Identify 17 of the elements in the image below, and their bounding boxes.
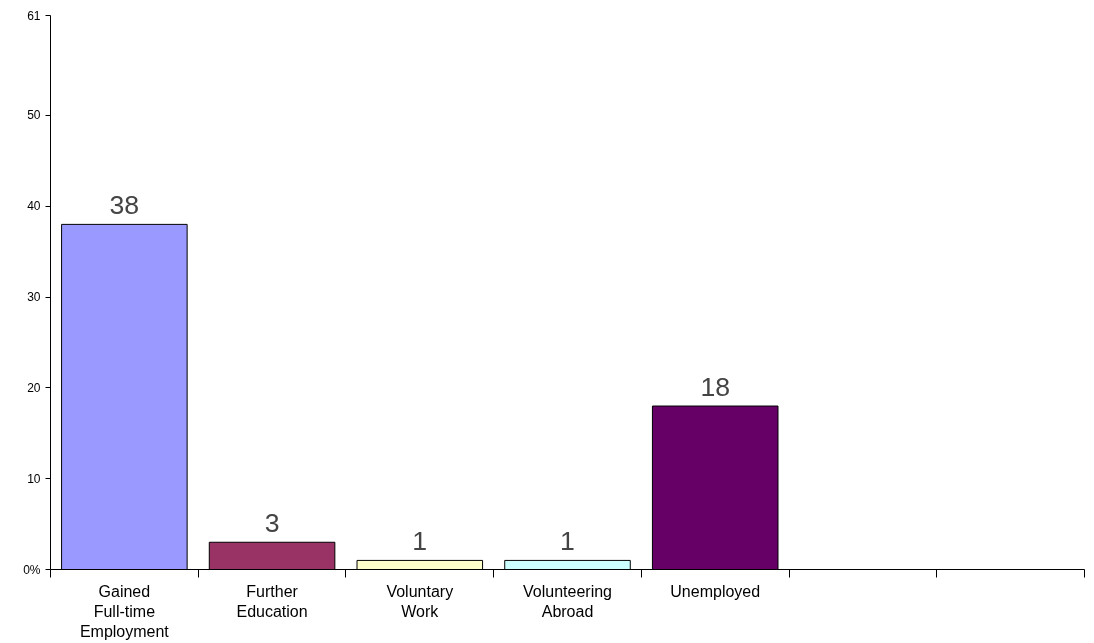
- data-label: 3: [264, 508, 280, 539]
- x-tick-label: Volunteering Abroad: [523, 582, 612, 620]
- x-tick-label: Further Education: [236, 582, 308, 620]
- y-tick-label: 50: [27, 108, 41, 123]
- y-tick-label: 61: [27, 8, 41, 23]
- data-label: 1: [412, 526, 428, 557]
- y-tick-label: 30: [27, 290, 41, 305]
- y-tick-label: 0%: [23, 562, 41, 577]
- y-tick-label: 10: [27, 471, 41, 486]
- y-tick-label: 40: [27, 199, 41, 214]
- x-tick-label: Gained Full-time Employment: [79, 582, 170, 641]
- x-tick-label: Voluntary Work: [386, 582, 454, 620]
- data-label: 1: [560, 526, 575, 557]
- data-label: 38: [109, 190, 140, 221]
- x-tick-label: Unemployed: [670, 582, 761, 600]
- data-label: 18: [700, 372, 731, 403]
- y-tick-label: 20: [27, 380, 41, 395]
